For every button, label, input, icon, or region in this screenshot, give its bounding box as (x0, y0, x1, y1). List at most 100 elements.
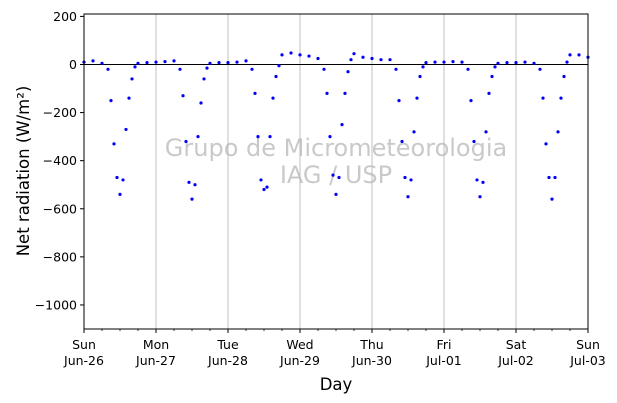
data-point (559, 96, 563, 100)
data-point (253, 91, 257, 95)
data-point (472, 139, 476, 144)
x-tick-weekday: Mon (143, 337, 169, 352)
y-tick-label: −200 (43, 105, 77, 120)
data-point (403, 175, 407, 180)
data-point (514, 60, 518, 65)
data-point (136, 61, 140, 65)
x-tick-date: Jul-03 (569, 353, 606, 368)
data-point (145, 60, 149, 65)
data-point (199, 101, 203, 105)
x-axis: SunJun-26MonJun-27TueJun-28WedJun-29ThuJ… (63, 329, 606, 368)
y-tick-label: −400 (43, 153, 77, 168)
x-tick-date: Jun-30 (351, 353, 392, 368)
data-point (565, 60, 569, 64)
data-point (346, 70, 350, 74)
data-point (106, 67, 110, 71)
data-point (361, 55, 365, 59)
data-point (256, 135, 260, 139)
data-point (544, 142, 548, 146)
data-point (322, 67, 326, 71)
data-point (262, 187, 266, 192)
data-point (202, 77, 206, 81)
data-point (442, 60, 446, 64)
data-point (331, 173, 335, 177)
data-point (259, 178, 263, 182)
data-point (496, 61, 500, 65)
y-tick-label: −1000 (35, 297, 77, 312)
x-tick-weekday: Tue (216, 337, 239, 352)
data-point (271, 96, 275, 100)
data-point (469, 98, 473, 103)
data-point (547, 175, 551, 180)
x-tick-date: Jul-02 (497, 353, 534, 368)
data-point (187, 180, 191, 184)
data-point (277, 64, 281, 68)
data-point (196, 135, 200, 139)
data-point (226, 60, 230, 65)
data-point (181, 94, 185, 98)
data-point (340, 123, 344, 127)
data-point (118, 192, 122, 196)
data-point (412, 130, 416, 134)
data-point (109, 98, 113, 103)
data-point (379, 58, 383, 62)
x-tick-date: Jun-26 (63, 353, 104, 368)
data-point (208, 61, 212, 65)
data-point (541, 96, 545, 100)
data-point (562, 74, 566, 79)
watermark-line-2: IAG / USP (280, 161, 392, 189)
data-point (274, 74, 278, 79)
x-tick-date: Jun-27 (135, 353, 176, 368)
data-point (316, 56, 320, 61)
data-point (154, 60, 158, 64)
data-point (190, 197, 194, 201)
data-point (532, 61, 536, 65)
data-point (133, 65, 137, 69)
data-point (538, 67, 542, 71)
x-tick-date: Jun-28 (207, 353, 248, 368)
data-point (433, 60, 437, 64)
data-point (289, 51, 293, 55)
data-point (556, 130, 560, 134)
data-point (460, 60, 464, 64)
data-point (100, 61, 104, 65)
data-point (163, 60, 167, 64)
x-tick-weekday: Fri (437, 337, 452, 352)
data-point (280, 53, 284, 57)
data-point (406, 195, 410, 199)
data-point (568, 53, 572, 57)
data-point (487, 91, 491, 95)
data-point (484, 130, 488, 134)
x-tick-weekday: Wed (286, 337, 313, 352)
data-point (481, 180, 485, 184)
y-tick-label: −800 (43, 249, 77, 264)
data-point (115, 175, 119, 180)
data-point (523, 60, 527, 64)
data-point (307, 54, 311, 58)
data-point (343, 91, 347, 95)
y-axis-title: Net radiation (W/m²) (14, 86, 33, 257)
data-point (577, 53, 581, 57)
grid-lines (83, 14, 589, 329)
data-point (349, 58, 353, 62)
data-point (250, 67, 254, 71)
data-point (370, 56, 374, 61)
x-tick-weekday: Sun (576, 337, 600, 352)
data-point (409, 178, 413, 182)
data-point (235, 60, 239, 64)
data-point (337, 175, 341, 180)
data-point (418, 74, 422, 79)
x-tick-date: Jun-29 (279, 353, 320, 368)
data-point (298, 53, 302, 57)
data-point (325, 91, 329, 95)
data-point (328, 135, 332, 139)
data-point (394, 67, 398, 71)
y-axis: 200 0 −200 −400 −600 −800 −1000 (35, 9, 84, 312)
y-tick-label: 200 (53, 9, 77, 24)
data-point (205, 66, 209, 70)
data-point (265, 185, 269, 189)
data-point (334, 192, 338, 196)
data-point (217, 60, 221, 65)
watermark: Grupo de Micrometeorologia IAG / USP (165, 134, 507, 189)
